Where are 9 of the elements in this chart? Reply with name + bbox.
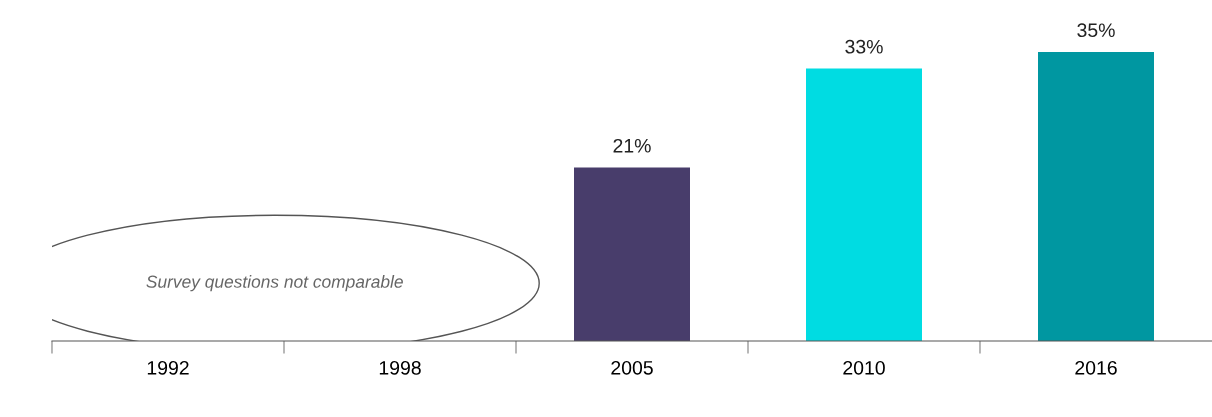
x-tick-label: 1992 xyxy=(147,360,189,375)
x-tick-label: 2016 xyxy=(1075,360,1117,375)
x-tick-label: 2010 xyxy=(843,360,885,375)
x-tick-label: 1998 xyxy=(379,360,421,375)
data-label: 33% xyxy=(845,39,883,54)
data-label: 21% xyxy=(613,138,651,153)
x-tick-label: 2005 xyxy=(611,360,653,375)
data-label: 35% xyxy=(1077,23,1115,38)
annotation: Survey questions not comparable xyxy=(146,275,403,292)
